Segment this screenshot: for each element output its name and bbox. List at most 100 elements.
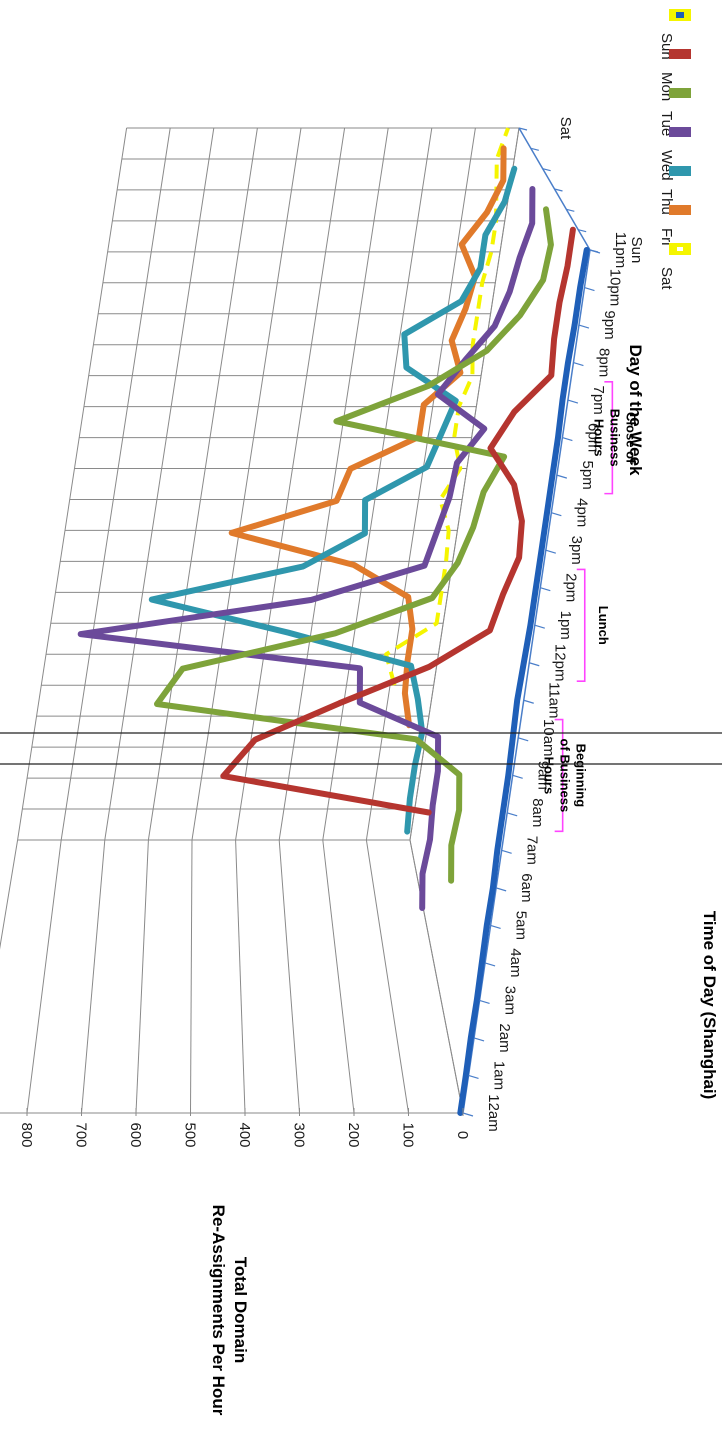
- time-tick-label-group: 3pm: [568, 536, 585, 565]
- side-gridline: [0, 839, 19, 950]
- time-tick-label: 4pm: [573, 498, 590, 527]
- time-tick-label-group: 3am: [502, 986, 519, 1015]
- series-lines: [77, 127, 590, 1116]
- back-gridline: [147, 127, 258, 841]
- value-tick-label-group: 500: [182, 1122, 199, 1147]
- floor-grid: [409, 127, 599, 1114]
- time-tick-label-group: 11pm: [612, 232, 629, 268]
- time-tick-label: 2pm: [562, 573, 579, 602]
- day-tick: [530, 147, 539, 151]
- annotation-label-group: Lunch: [596, 606, 611, 645]
- day-tick-label: Sun: [628, 237, 645, 264]
- time-tick-label: 5pm: [579, 461, 596, 490]
- time-tick: [501, 849, 512, 854]
- time-tick-label: 12pm: [551, 644, 568, 682]
- time-tick-label: 6pm: [584, 423, 601, 452]
- floor-back-edge: [409, 127, 520, 841]
- time-tick: [495, 887, 507, 892]
- time-tick: [540, 587, 551, 592]
- annotation-label-line: Close of: [623, 412, 638, 464]
- time-tick: [556, 474, 568, 479]
- value-tick-label-group: 400: [236, 1122, 253, 1147]
- time-tick-label: 11am: [546, 682, 563, 718]
- legend-label: Sat: [658, 267, 675, 290]
- time-tick-label: 11pm: [612, 232, 629, 268]
- series-line-mon: [220, 226, 576, 816]
- side-gridline: [322, 839, 355, 1114]
- value-tick-label-group: 800: [18, 1122, 35, 1147]
- side-gridline: [81, 839, 106, 1114]
- time-tick: [573, 361, 584, 367]
- value-tick-label-group: 0: [454, 1131, 471, 1139]
- time-tick-label-group: 2am: [496, 1023, 513, 1052]
- time-tick-label-group: 9pm: [601, 310, 618, 339]
- time-tick-label-group: 1am: [491, 1061, 508, 1090]
- time-tick-label-group: 11am: [546, 682, 563, 718]
- time-tick: [589, 249, 601, 254]
- time-tick-label-group: 4pm: [573, 498, 590, 527]
- time-tick-label-group: 12pm: [551, 644, 568, 682]
- legend-swatch: [669, 166, 691, 176]
- time-axis-line: [462, 249, 591, 1114]
- time-tick-label: 10pm: [607, 269, 624, 307]
- annotation-label-group: Close ofBusinessHours: [591, 409, 638, 467]
- time-tick: [567, 399, 579, 404]
- legend-swatch: [669, 49, 691, 59]
- time-tick-label: 12am: [485, 1094, 502, 1132]
- back-gridline: [322, 127, 433, 841]
- time-tick: [578, 324, 590, 329]
- annotation-label-line: Lunch: [596, 606, 611, 645]
- series-line-sun: [457, 247, 590, 1116]
- value-tick-label-group: 200: [345, 1122, 362, 1147]
- time-axis: 12am1am2am3am4am5am6am7am8am9am10am11am1…: [462, 117, 645, 1132]
- time-tick-label: 3am: [502, 986, 519, 1015]
- time-tick: [462, 1112, 474, 1117]
- value-tick-label: 0: [454, 1131, 471, 1139]
- side-gridline: [235, 839, 246, 1114]
- time-tick-label-group: 8am: [529, 798, 546, 827]
- time-tick-label-group: 8pm: [595, 348, 612, 377]
- time-tick: [551, 512, 562, 517]
- time-tick: [484, 962, 496, 967]
- legend-label-group: Fri: [658, 228, 675, 246]
- day-tick: [518, 127, 528, 131]
- time-tick-label-group: 12am: [485, 1094, 502, 1132]
- annotation-bracket: [604, 381, 614, 495]
- day-tick: [542, 168, 551, 172]
- time-tick-label: 9am: [535, 761, 552, 790]
- time-tick-label-group: 1pm: [557, 611, 574, 640]
- annotation-label-group: Beginningof BusinessHours: [542, 739, 589, 813]
- legend-label-group: Sat: [658, 267, 675, 290]
- time-tick-label: 2am: [496, 1023, 513, 1052]
- time-tick-label-group: 7pm: [590, 386, 607, 415]
- back-gridline: [235, 127, 346, 841]
- time-tick-label-group: 10pm: [607, 269, 624, 307]
- annotation-label: Lunch: [596, 606, 611, 645]
- legend-swatch: [669, 88, 691, 98]
- time-tick: [523, 699, 534, 704]
- legend-swatch: [669, 205, 691, 215]
- time-tick-label: 1pm: [557, 611, 574, 640]
- time-tick-label-group: 6pm: [584, 423, 601, 452]
- legend-swatch-inner: [676, 12, 684, 18]
- side-gridline: [26, 839, 62, 1114]
- time-tick-label: 10am: [540, 719, 557, 757]
- time-tick: [545, 549, 556, 554]
- time-tick: [473, 1037, 485, 1042]
- day-tick: [554, 188, 563, 192]
- annotation-bracket: [554, 718, 564, 833]
- side-gridline: [135, 839, 149, 1114]
- series-line-tue: [154, 206, 554, 884]
- back-gridline: [365, 127, 476, 841]
- series-line-fri: [228, 145, 507, 729]
- time-tick-label: 1am: [491, 1061, 508, 1090]
- value-tick-label: 500: [182, 1122, 199, 1147]
- series-line-thu: [148, 165, 518, 835]
- time-tick-label: 5am: [513, 911, 530, 940]
- time-tick-label: 7am: [524, 836, 541, 865]
- time-tick-label-group: 2pm: [562, 573, 579, 602]
- time-tick-label-group: 5pm: [579, 461, 596, 490]
- annotation-label-line: of Business: [558, 739, 573, 813]
